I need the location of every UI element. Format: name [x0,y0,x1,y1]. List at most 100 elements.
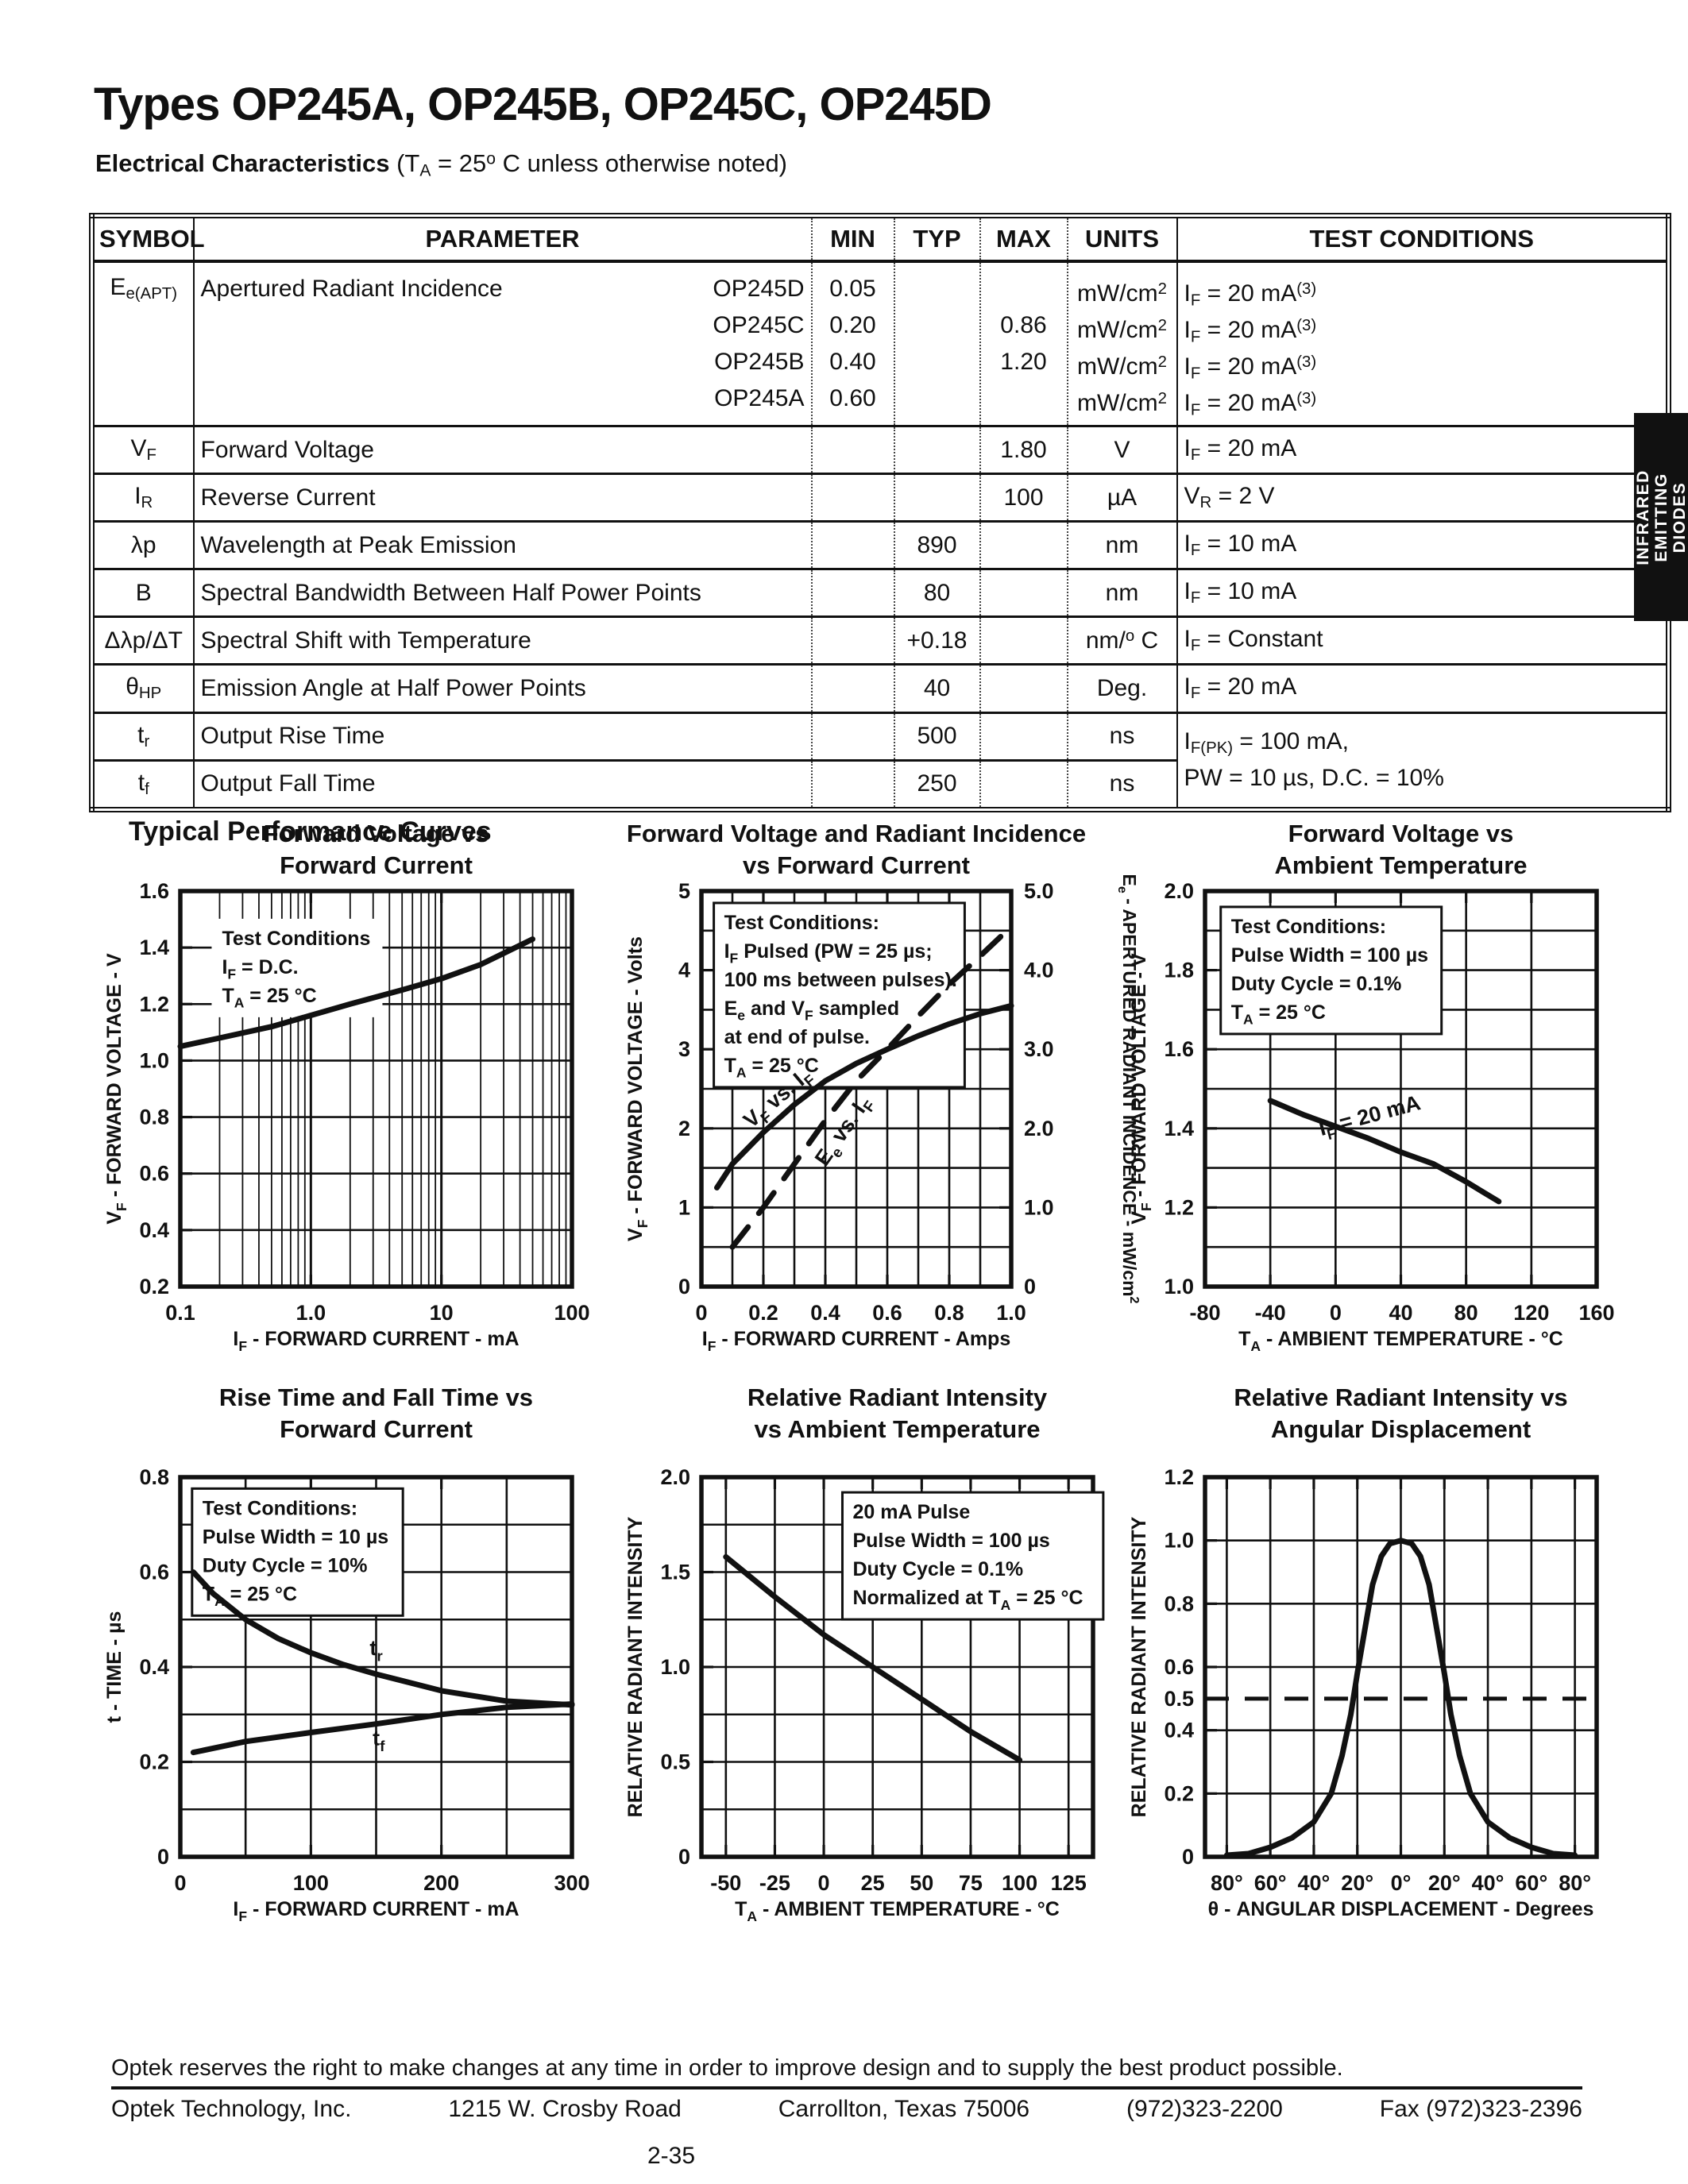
svg-text:4: 4 [678,959,690,982]
svg-text:0.6: 0.6 [139,1561,169,1584]
chart-forward-voltage-vs-forward-current: Forward Voltage vs Forward Current 0.1 1.0 1… [103,820,590,1354]
svg-text:0.2: 0.2 [748,1301,778,1325]
svg-text:0.6: 0.6 [872,1301,902,1325]
svg-text:IF = D.C.: IF = D.C. [222,956,298,982]
svg-text:Ee vs. IF: Ee vs. IF [810,1091,879,1173]
cell-min [810,424,894,474]
svg-text:5.0: 5.0 [1024,879,1054,903]
cell-parameter: Output Fall Time [192,758,812,810]
chart-forward-voltage-radiant-incidence-vs-forward-current: Forward Voltage and Radiant Incidence vs … [624,820,1141,1354]
svg-text:0: 0 [678,1845,690,1869]
svg-text:1.2: 1.2 [139,992,169,1016]
table-row: tr Output Rise Time 500 ns IF(PK) = 100 … [91,711,1669,810]
svg-text:1.6: 1.6 [139,879,169,903]
units-value: mW/cm2 [1077,390,1167,417]
svg-text:0.8: 0.8 [139,1465,169,1489]
cell-parameter: Forward Voltage [192,424,812,474]
page-number: 2-35 [647,2143,696,2169]
col-header-symbol: SYMBOL [91,215,205,263]
cell-max [979,568,1068,617]
footer-notice: Optek reserves the right to make changes… [111,2055,1582,2089]
typ-value [902,380,973,417]
table-row: λp Wavelength at Peak Emission 890 nm IF… [91,520,1669,569]
cell-symbol: B [91,568,194,617]
svg-text:TA = 25 °C: TA = 25 °C [222,985,316,1011]
cell-symbol: IR [91,473,194,522]
cell-min [810,473,894,522]
svg-text:Test Conditions:: Test Conditions: [724,912,879,934]
svg-text:Forward Current: Forward Current [280,1415,473,1443]
units-value: mW/cm2 [1077,280,1167,307]
footer-phone: (972)323-2200 [1126,2096,1283,2122]
cell-symbol: tf [91,758,194,810]
svg-text:0.5: 0.5 [660,1750,690,1774]
max-value [987,271,1060,307]
svg-text:1.2: 1.2 [1164,1195,1194,1219]
svg-text:0.2: 0.2 [1164,1781,1194,1805]
cell-units: ns [1066,711,1177,761]
svg-text:vs Forward Current: vs Forward Current [743,851,970,879]
svg-text:VF - FORWARD VOLTAGE - Volts: VF - FORWARD VOLTAGE - Volts [624,936,651,1241]
svg-text:120: 120 [1513,1301,1549,1325]
svg-text:2: 2 [678,1117,690,1140]
svg-text:160: 160 [1578,1301,1614,1325]
svg-text:-40: -40 [1255,1301,1286,1325]
svg-text:IF Pulsed (PW = 25 µs;: IF Pulsed (PW = 25 µs; [724,940,933,967]
svg-text:Duty Cycle = 10%: Duty Cycle = 10% [203,1554,368,1576]
cell-min [810,758,894,810]
svg-text:0: 0 [678,1275,690,1298]
svg-text:1.0: 1.0 [996,1301,1026,1325]
svg-text:0: 0 [1182,1845,1194,1869]
col-header-test-conditions: TEST CONDITIONS [1176,215,1669,263]
table-row: Δλp/ΔT Spectral Shift with Temperature +… [91,615,1669,665]
cell-units: Deg. [1066,663,1177,713]
cell-min: 0.05 0.20 0.40 0.60 [810,260,894,426]
svg-text:Test Conditions:: Test Conditions: [203,1497,357,1519]
svg-text:1.5: 1.5 [660,1561,690,1584]
svg-text:-50: -50 [710,1871,741,1895]
svg-text:1.0: 1.0 [296,1301,326,1325]
svg-text:1.0: 1.0 [660,1655,690,1679]
svg-text:θ - ANGULAR DISPLACEMENT - Deg: θ - ANGULAR DISPLACEMENT - Degrees [1208,1898,1594,1920]
units-value: mW/cm2 [1077,317,1167,344]
svg-text:0: 0 [174,1871,186,1895]
svg-text:Rise Time and Fall Time vs: Rise Time and Fall Time vs [219,1383,533,1411]
cell-test-conditions: IF = 20 mA [1176,424,1669,474]
svg-text:t - TIME - µs: t - TIME - µs [103,1611,126,1723]
cell-min [810,520,894,569]
svg-text:10: 10 [430,1301,454,1325]
svg-text:Forward Voltage vs: Forward Voltage vs [264,820,489,847]
svg-text:60°: 60° [1515,1871,1547,1895]
svg-text:0.8: 0.8 [1164,1592,1194,1615]
svg-text:100: 100 [1002,1871,1037,1895]
svg-text:Relative Radiant Intensity vs: Relative Radiant Intensity vs [1234,1383,1567,1411]
svg-text:Pulse Width = 100 µs: Pulse Width = 100 µs [1231,944,1428,967]
svg-text:0.1: 0.1 [165,1301,195,1325]
svg-text:0: 0 [1330,1301,1342,1325]
cell-max [979,711,1068,761]
svg-text:TA - AMBIENT TEMPERATURE - °C: TA - AMBIENT TEMPERATURE - °C [735,1898,1060,1924]
device-name: OP245A [714,385,805,411]
svg-text:20°: 20° [1428,1871,1461,1895]
svg-text:75: 75 [959,1871,983,1895]
svg-text:0.5: 0.5 [1164,1687,1194,1711]
svg-text:0.4: 0.4 [139,1655,169,1679]
cell-max [979,615,1068,665]
svg-text:Duty Cycle = 0.1%: Duty Cycle = 0.1% [852,1558,1023,1580]
cell-units: µA [1066,473,1177,522]
device-name: OP245B [714,349,805,375]
svg-text:RELATIVE RADIANT INTENSITY: RELATIVE RADIANT INTENSITY [624,1516,647,1817]
col-header-min: MIN [810,215,894,263]
cell-typ [893,260,980,426]
svg-text:1: 1 [678,1195,690,1219]
cell-typ: 40 [893,663,980,713]
svg-text:vs Ambient Temperature: vs Ambient Temperature [754,1415,1040,1443]
cell-units: nm/o C [1066,615,1177,665]
svg-text:Duty Cycle = 0.1%: Duty Cycle = 0.1% [1231,973,1402,995]
cell-units: V [1066,424,1177,474]
footer-city: Carrollton, Texas 75006 [778,2096,1030,2122]
device-list: OP245D OP245C OP245B OP245A [713,271,804,417]
cell-parameter: Emission Angle at Half Power Points [192,663,812,713]
table-row: θHP Emission Angle at Half Power Points … [91,663,1669,713]
